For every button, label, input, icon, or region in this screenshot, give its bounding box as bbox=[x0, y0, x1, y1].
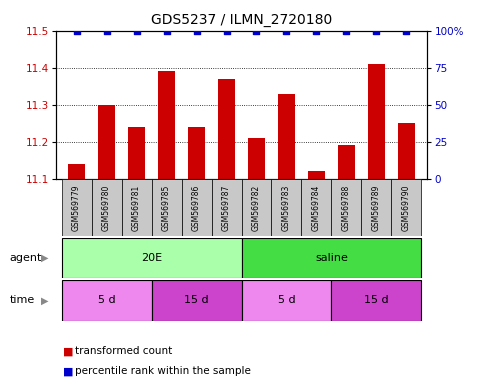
Bar bbox=[68, 164, 85, 179]
Point bbox=[313, 28, 320, 34]
Bar bbox=[242, 179, 271, 236]
Bar bbox=[98, 104, 115, 179]
Bar bbox=[391, 179, 422, 236]
Bar bbox=[331, 179, 361, 236]
Text: GSM569779: GSM569779 bbox=[72, 184, 81, 231]
Text: agent: agent bbox=[10, 253, 42, 263]
Text: GSM569784: GSM569784 bbox=[312, 185, 321, 231]
Text: transformed count: transformed count bbox=[75, 346, 172, 356]
Point bbox=[72, 28, 80, 34]
Point bbox=[133, 28, 141, 34]
Text: 20E: 20E bbox=[141, 253, 162, 263]
Bar bbox=[331, 280, 422, 321]
Bar bbox=[122, 179, 152, 236]
Text: ▶: ▶ bbox=[41, 295, 48, 306]
Bar bbox=[218, 79, 235, 179]
Text: saline: saline bbox=[315, 253, 348, 263]
Text: GSM569782: GSM569782 bbox=[252, 185, 261, 231]
Text: GSM569780: GSM569780 bbox=[102, 185, 111, 231]
Bar bbox=[271, 179, 301, 236]
Text: GSM569783: GSM569783 bbox=[282, 185, 291, 231]
Bar bbox=[398, 123, 415, 179]
Bar bbox=[212, 179, 242, 236]
Text: 5 d: 5 d bbox=[98, 295, 115, 306]
Point bbox=[283, 28, 290, 34]
Text: GSM569790: GSM569790 bbox=[402, 184, 411, 231]
Text: GSM569781: GSM569781 bbox=[132, 185, 141, 231]
Text: GSM569788: GSM569788 bbox=[342, 185, 351, 231]
Bar bbox=[152, 179, 182, 236]
Text: GSM569786: GSM569786 bbox=[192, 185, 201, 231]
Point bbox=[342, 28, 350, 34]
Text: time: time bbox=[10, 295, 35, 306]
Bar bbox=[61, 280, 152, 321]
Point bbox=[253, 28, 260, 34]
Bar bbox=[61, 179, 92, 236]
Bar bbox=[242, 280, 331, 321]
Bar bbox=[61, 238, 242, 278]
Point bbox=[193, 28, 200, 34]
Text: GSM569785: GSM569785 bbox=[162, 185, 171, 231]
Bar bbox=[338, 145, 355, 179]
Text: ■: ■ bbox=[63, 366, 73, 376]
Bar bbox=[368, 64, 385, 179]
Bar bbox=[188, 127, 205, 179]
Text: ▶: ▶ bbox=[41, 253, 48, 263]
Point bbox=[372, 28, 380, 34]
Point bbox=[163, 28, 170, 34]
Text: 5 d: 5 d bbox=[278, 295, 295, 306]
Text: 15 d: 15 d bbox=[364, 295, 389, 306]
Text: percentile rank within the sample: percentile rank within the sample bbox=[75, 366, 251, 376]
Bar bbox=[301, 179, 331, 236]
Text: GSM569787: GSM569787 bbox=[222, 185, 231, 231]
Bar bbox=[308, 171, 325, 179]
Bar bbox=[152, 280, 242, 321]
Bar bbox=[128, 127, 145, 179]
Bar bbox=[92, 179, 122, 236]
Text: GDS5237 / ILMN_2720180: GDS5237 / ILMN_2720180 bbox=[151, 13, 332, 27]
Bar bbox=[361, 179, 391, 236]
Bar bbox=[182, 179, 212, 236]
Bar bbox=[158, 71, 175, 179]
Point bbox=[223, 28, 230, 34]
Bar bbox=[242, 238, 422, 278]
Bar bbox=[248, 138, 265, 179]
Text: 15 d: 15 d bbox=[184, 295, 209, 306]
Bar bbox=[278, 94, 295, 179]
Text: GSM569789: GSM569789 bbox=[372, 185, 381, 231]
Point bbox=[403, 28, 411, 34]
Text: ■: ■ bbox=[63, 346, 73, 356]
Point bbox=[103, 28, 111, 34]
